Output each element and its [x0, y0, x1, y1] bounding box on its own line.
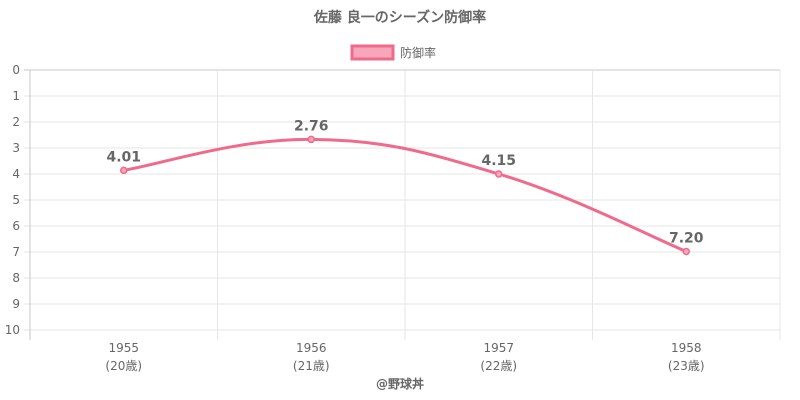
y-tick-label: 1 — [12, 89, 20, 103]
y-tick-label: 8 — [12, 271, 20, 285]
series-line — [123, 137, 687, 253]
x-axis: 1955 (20歳) 1956 (21歳) 1957 (22歳) 1958 (23歳) — [105, 341, 704, 373]
legend[interactable]: 防御率 — [350, 44, 436, 61]
y-tick-label: 6 — [12, 219, 20, 233]
data-point — [307, 135, 315, 144]
x-tick-sublabel: (20歳) — [105, 359, 142, 373]
x-tick-sublabel: (21歳) — [293, 359, 330, 373]
y-tick-label: 2 — [12, 115, 20, 129]
y-tick-label: 10 — [5, 323, 20, 337]
data-label: 4.15 — [481, 153, 516, 169]
x-tick-label: 1958 — [671, 341, 702, 355]
credit-text: @野球丼 — [376, 376, 424, 391]
data-label: 7.20 — [669, 230, 704, 246]
data-point — [120, 166, 128, 175]
x-tick-label: 1957 — [483, 341, 514, 355]
data-point — [495, 170, 503, 178]
y-tick-label: 0 — [12, 63, 20, 77]
data-point — [682, 247, 690, 256]
y-axis: 0 1 2 3 4 5 6 7 8 9 10 — [5, 63, 20, 337]
y-tick-label: 5 — [12, 193, 20, 207]
y-tick-label: 7 — [12, 245, 20, 259]
data-labels: 4.01 2.76 4.15 7.20 — [106, 118, 703, 246]
y-tick-label: 3 — [12, 141, 20, 155]
y-tick-label: 9 — [12, 297, 20, 311]
series-era — [120, 135, 690, 256]
x-tick-label: 1956 — [296, 341, 327, 355]
legend-swatch — [350, 44, 395, 61]
chart-title: 佐藤 良一のシーズン防御率 — [313, 9, 486, 26]
legend-label: 防御率 — [400, 45, 436, 60]
data-label: 2.76 — [294, 118, 329, 134]
data-label: 4.01 — [106, 149, 141, 165]
x-tick-sublabel: (23歳) — [668, 359, 705, 373]
y-tick-label: 4 — [12, 167, 20, 181]
x-tick-label: 1955 — [108, 341, 139, 355]
x-tick-sublabel: (22歳) — [480, 359, 517, 373]
grid — [24, 69, 781, 340]
